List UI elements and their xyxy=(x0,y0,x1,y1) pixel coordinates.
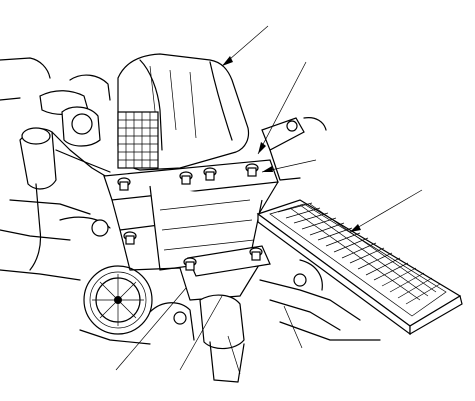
callout-arrow-bolt-upper xyxy=(262,166,273,172)
callout-line-clamp xyxy=(257,61,307,155)
bolt-5 xyxy=(123,231,137,245)
bolt-1 xyxy=(117,177,131,191)
bolt-6 xyxy=(183,257,197,271)
callout-line-bolt-center-left xyxy=(179,295,223,371)
bolts xyxy=(117,163,263,271)
callout-line-filter xyxy=(349,189,423,233)
crank-pulley xyxy=(83,265,153,335)
filter-pleats xyxy=(277,202,441,305)
bolt-2 xyxy=(179,171,193,185)
air-filter-element xyxy=(256,199,463,336)
callout-lines xyxy=(115,25,423,375)
callout-arrow-filter xyxy=(350,224,361,232)
bolt-7 xyxy=(249,247,263,261)
callout-line-bolt-left xyxy=(115,287,187,371)
callout-arrow-clamp xyxy=(258,142,266,154)
air-cleaner-housing xyxy=(117,53,250,171)
right-bracket xyxy=(261,117,327,181)
engine-left-side xyxy=(0,57,113,281)
lower-engine xyxy=(79,259,381,383)
bolt-3 xyxy=(203,167,217,181)
callout-line-duct xyxy=(227,335,241,375)
callout-arrow-housing xyxy=(222,56,233,66)
housing-grille xyxy=(117,111,159,169)
bolt-4 xyxy=(245,163,259,177)
mounting-bracket xyxy=(103,159,279,301)
callout-line-bolt-right xyxy=(283,305,303,349)
